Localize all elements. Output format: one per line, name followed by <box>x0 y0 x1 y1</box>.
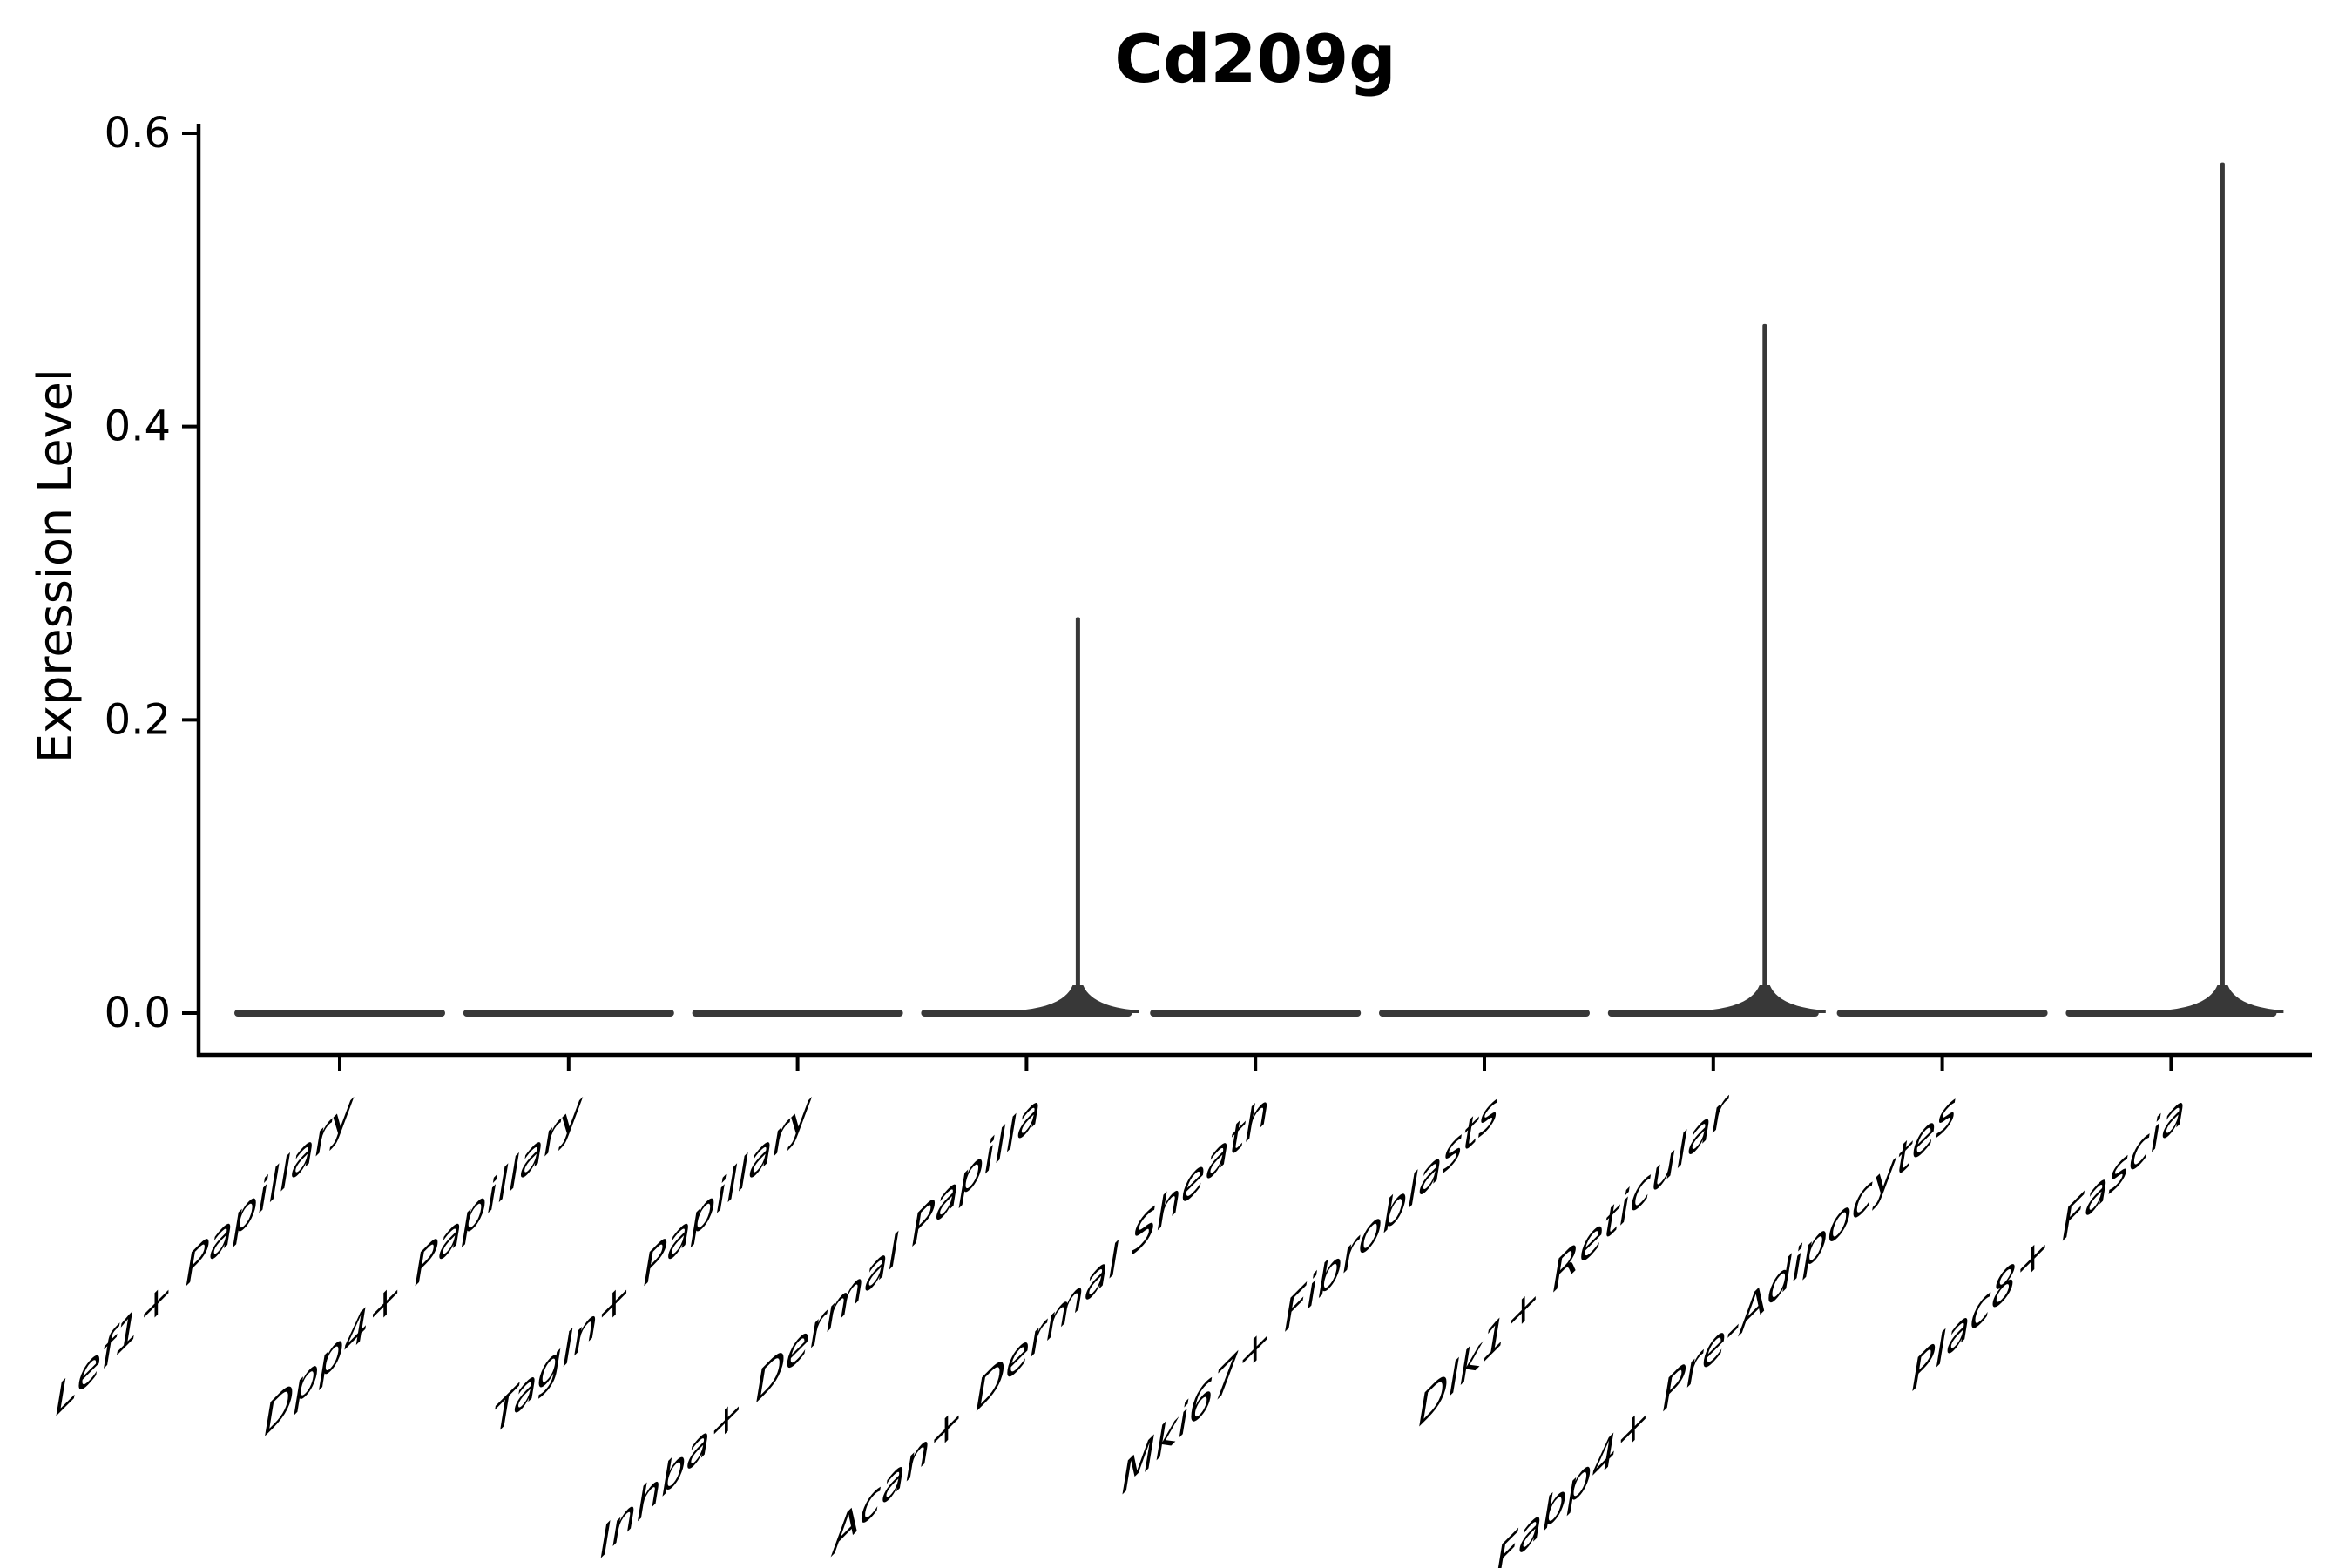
violin-group: Lef1+ Papillary <box>55 1010 445 1426</box>
violin-body <box>692 1010 903 1017</box>
x-tick-label: Fabp4+ Pre-Adipocytes <box>1496 1082 1957 1568</box>
violin-group: Inhba+ Dermal Papilla <box>600 617 1139 1568</box>
x-tick-label: Acan+ Dermal Sheath <box>831 1082 1270 1566</box>
violin-body <box>234 1010 445 1017</box>
chart-title: Cd209g <box>1114 20 1396 98</box>
violin-spike <box>1075 617 1080 1013</box>
y-tick-label: 0.0 <box>105 989 171 1037</box>
violin-group: Fabp4+ Pre-Adipocytes <box>1496 1010 2048 1568</box>
violin-body <box>463 1010 674 1017</box>
violin-body <box>1836 1010 2048 1017</box>
violin-group: Tagln+ Papillary <box>493 1010 903 1446</box>
violin-group: Dpp4+ Papillary <box>264 1010 674 1447</box>
violin-spike <box>2220 162 2225 1013</box>
violin-group: Mki67+ Fibroblasts <box>1121 1010 1590 1504</box>
violin-group: Acan+ Dermal Sheath <box>831 1010 1362 1566</box>
y-tick-label: 0.2 <box>105 695 171 744</box>
x-tick-label: Inhba+ Dermal Papilla <box>600 1082 1041 1568</box>
violin-group: Dlk1+ Reticular <box>1418 323 1826 1436</box>
y-tick-label: 0.4 <box>105 402 171 451</box>
violin-body <box>1379 1010 1590 1017</box>
y-tick-label: 0.6 <box>105 109 171 158</box>
violin-spike <box>1762 323 1767 1013</box>
violin-body <box>1150 1010 1362 1017</box>
violin-group: Plac8+ Fascia <box>1911 162 2284 1402</box>
x-tick-label: Mki67+ Fibroblasts <box>1121 1082 1498 1504</box>
